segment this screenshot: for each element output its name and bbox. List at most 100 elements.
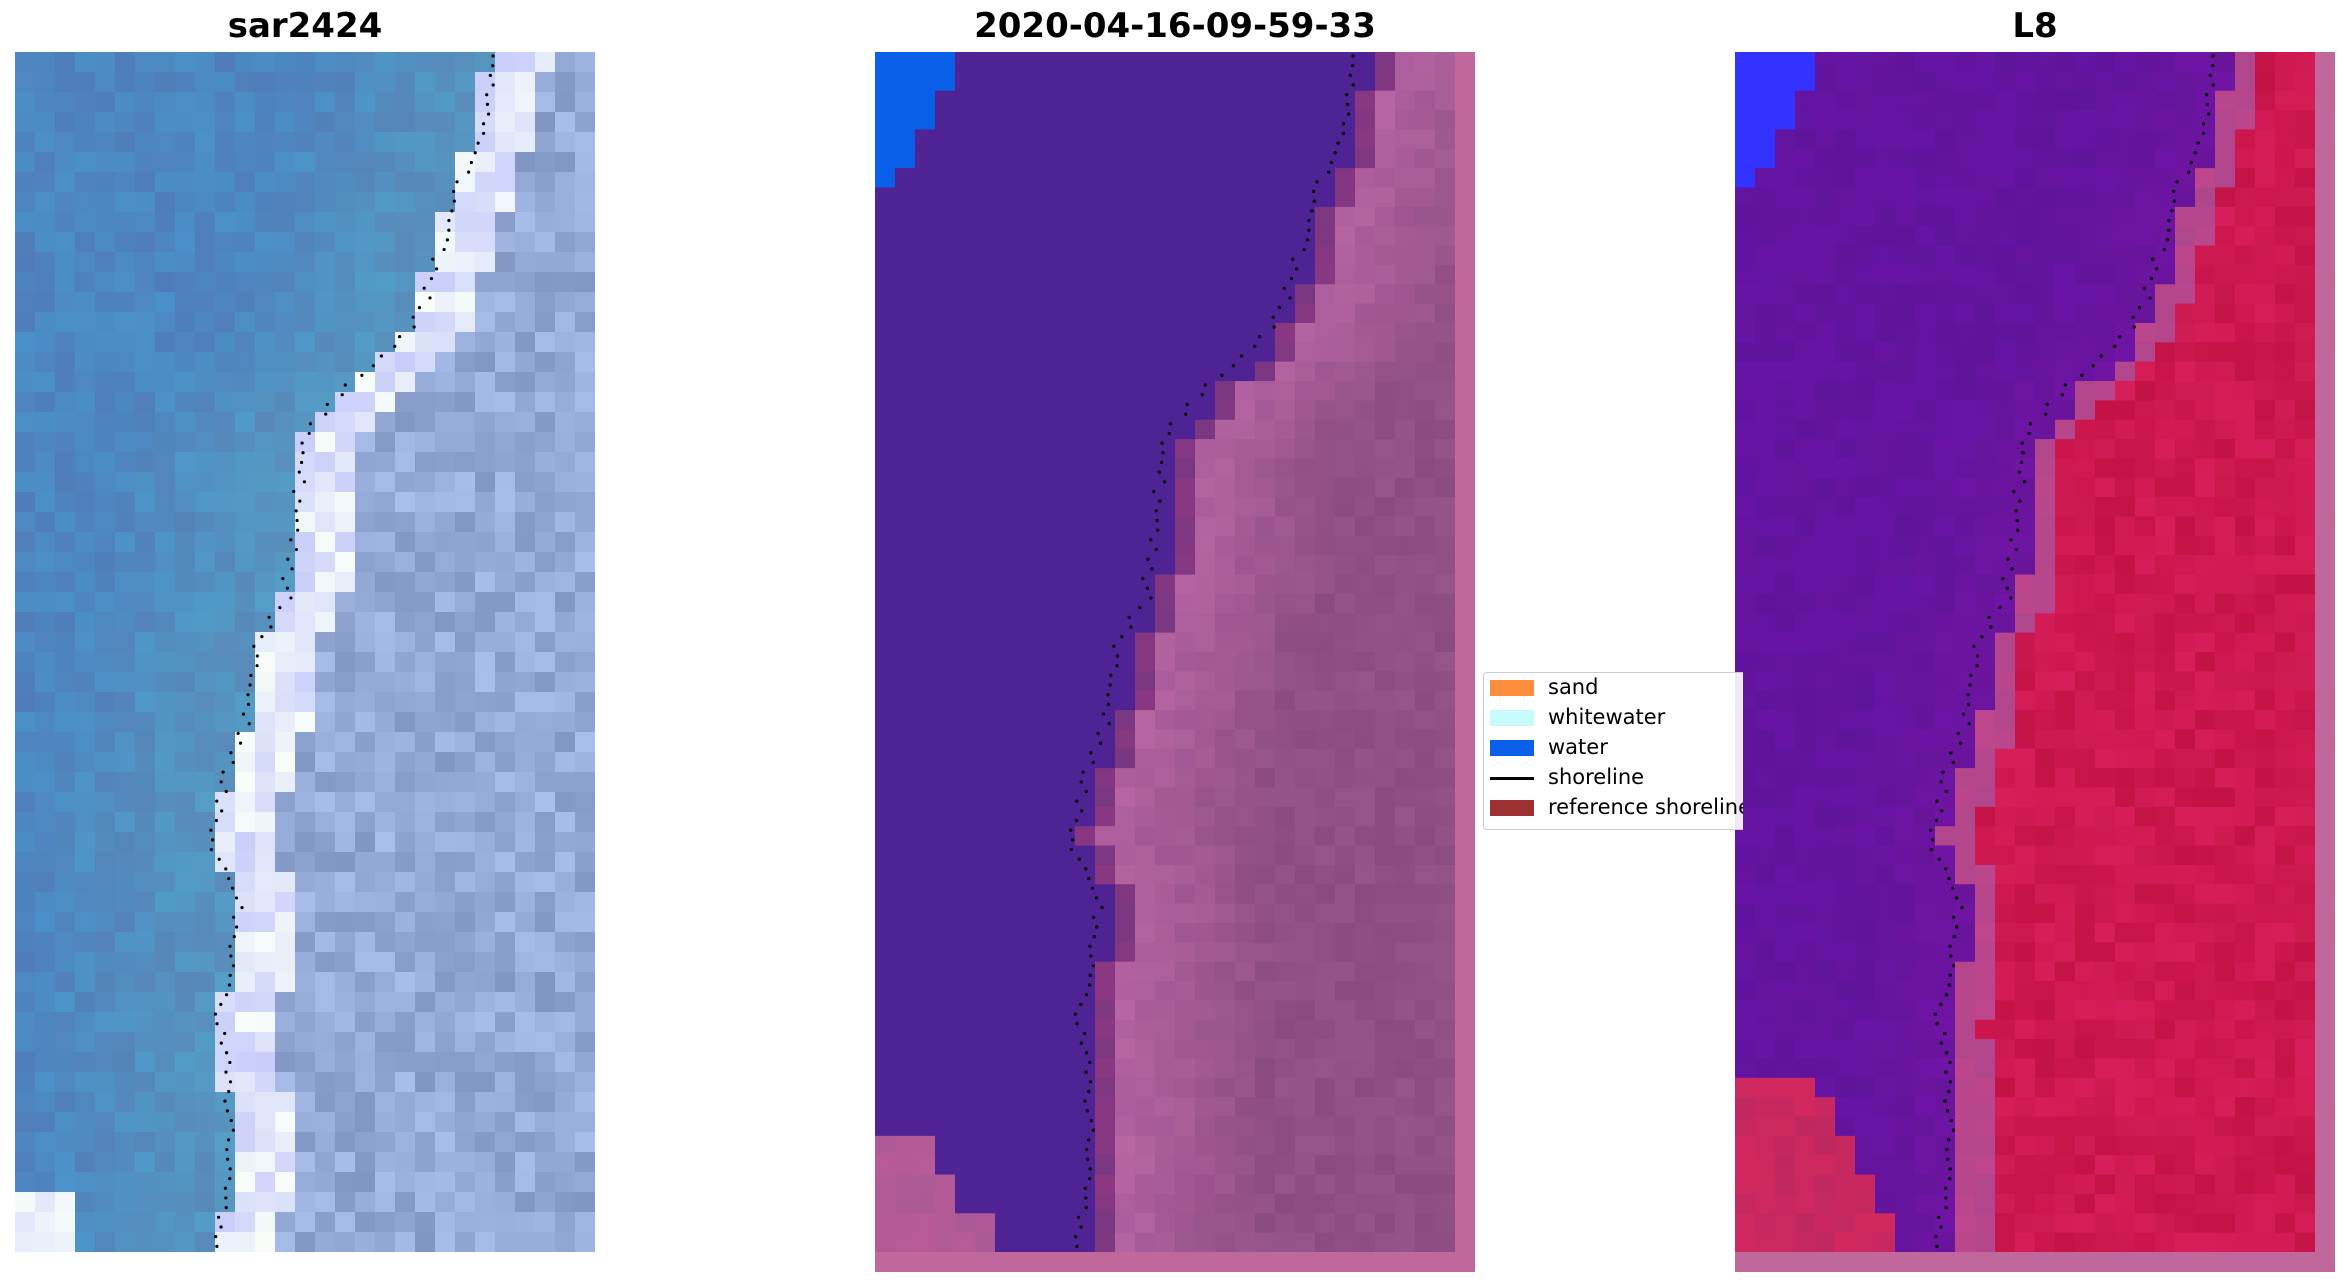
index-pixel [1915, 748, 1936, 769]
rgb-pixel [35, 792, 56, 813]
rgb-pixel [195, 532, 216, 553]
rgb-pixel [575, 212, 595, 233]
class-pixel [895, 1058, 916, 1079]
class-pixel [1395, 1019, 1416, 1040]
rgb-pixel [35, 1032, 56, 1053]
class-pixel [1115, 1097, 1136, 1118]
class-pixel [1235, 768, 1256, 789]
index-pixel [2095, 477, 2116, 498]
class-pixel [955, 52, 976, 72]
rgb-pixel [435, 932, 456, 953]
class-pixel [1075, 148, 1096, 169]
rgb-pixel [95, 532, 116, 553]
index-pixel [1735, 148, 1756, 169]
index-pixel [2195, 419, 2216, 440]
rgb-pixel [375, 492, 396, 513]
class-pixel [1155, 1039, 1176, 1060]
rgb-pixel [175, 772, 196, 793]
class-pixel [895, 148, 916, 169]
rgb-pixel [215, 1132, 236, 1153]
index-pixel [1935, 110, 1956, 131]
class-pixel [1055, 806, 1076, 827]
class-pixel [995, 922, 1016, 943]
rgb-pixel [55, 372, 76, 393]
class-pixel [935, 671, 956, 692]
class-pixel [1435, 1000, 1456, 1021]
class-pixel [935, 1232, 956, 1253]
index-pixel [1755, 613, 1776, 634]
class-pixel [1375, 264, 1396, 285]
rgb-pixel [175, 432, 196, 453]
index-pixel [2275, 361, 2296, 382]
rgb-pixel [275, 132, 296, 153]
class-pixel [1335, 322, 1356, 343]
rgb-pixel [235, 932, 256, 953]
class-pixel [1315, 1039, 1336, 1060]
class-pixel [895, 574, 916, 595]
rgb-pixel [435, 612, 456, 633]
rgb-pixel [215, 432, 236, 453]
rgb-pixel [235, 432, 256, 453]
class-pixel [1015, 1232, 1036, 1253]
class-pixel [1255, 361, 1276, 382]
class-pixel [1435, 342, 1456, 363]
class-pixel [975, 1097, 996, 1118]
class-pixel [915, 419, 936, 440]
rgb-pixel [195, 432, 216, 453]
rgb-pixel [295, 1032, 316, 1053]
index-pixel [1835, 729, 1856, 750]
rgb-pixel [275, 1132, 296, 1153]
index-pixel [1935, 303, 1956, 324]
class-pixel [1435, 864, 1456, 885]
rgb-pixel [395, 732, 416, 753]
class-pixel [1235, 148, 1256, 169]
class-pixel [1435, 961, 1456, 982]
class-pixel [1075, 1155, 1096, 1176]
rgb-pixel [475, 472, 496, 493]
rgb-pixel [155, 1092, 176, 1113]
class-pixel [1375, 903, 1396, 924]
index-pixel [1855, 322, 1876, 343]
index-pixel [2255, 129, 2276, 150]
rgb-pixel [515, 712, 536, 733]
class-pixel [1235, 284, 1256, 305]
index-pixel [2155, 593, 2176, 614]
index-pixel [2175, 632, 2196, 653]
class-pixel [1015, 864, 1036, 885]
class-pixel [1055, 1097, 1076, 1118]
index-pixel [1775, 284, 1796, 305]
rgb-pixel [35, 872, 56, 893]
index-pixel [2235, 148, 2256, 169]
class-pixel [1095, 284, 1116, 305]
class-pixel [1315, 748, 1336, 769]
class-pixel [1075, 1000, 1096, 1021]
class-pixel [1335, 1232, 1356, 1253]
rgb-pixel [195, 852, 216, 873]
border-row [875, 1252, 1475, 1272]
shoreline-dot [411, 315, 415, 319]
class-pixel [995, 458, 1016, 479]
index-pixel [1975, 110, 1996, 131]
class-pixel [1295, 1039, 1316, 1060]
rgb-pixel [495, 312, 516, 333]
index-pixel [2215, 129, 2236, 150]
rgb-pixel [215, 332, 236, 353]
rgb-pixel [515, 112, 536, 133]
index-pixel [1895, 381, 1916, 401]
class-pixel [1355, 381, 1376, 401]
rgb-pixel [275, 552, 296, 573]
rgb-pixel [35, 752, 56, 773]
rgb-pixel [175, 652, 196, 673]
class-pixel [1215, 690, 1236, 711]
shoreline-dot [219, 780, 223, 784]
class-pixel [875, 129, 896, 150]
rgb-pixel [55, 352, 76, 373]
rgb-pixel [95, 1232, 116, 1252]
rgb-pixel [175, 892, 196, 913]
rgb-pixel [95, 232, 116, 253]
index-pixel [1735, 187, 1756, 208]
rgb-pixel [195, 692, 216, 713]
rgb-pixel [535, 332, 556, 353]
rgb-pixel [55, 252, 76, 273]
rgb-pixel [555, 192, 576, 213]
